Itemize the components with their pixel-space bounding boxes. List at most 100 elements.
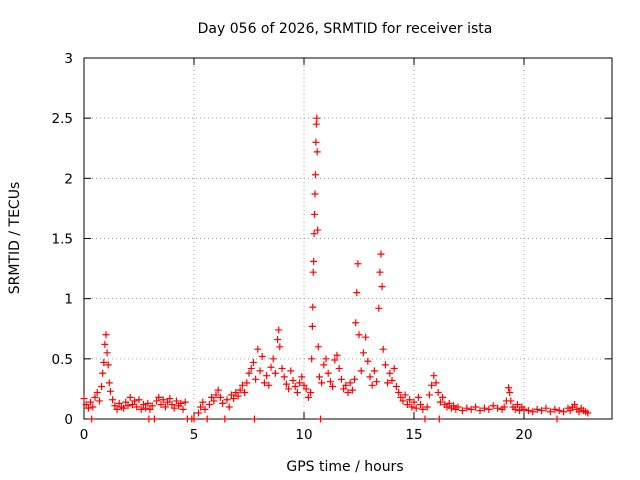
data-point [428,381,436,389]
data-point [205,401,213,409]
data-points [80,114,592,423]
data-point [313,114,321,122]
data-point [315,373,323,381]
data-point [168,401,176,409]
data-point [542,404,550,412]
data-point [304,393,312,401]
data-point [142,404,150,412]
data-point [333,351,341,359]
data-point [406,396,414,404]
data-point [412,404,420,412]
data-point [309,268,317,276]
data-point [472,403,480,411]
data-point [337,375,345,383]
y-tick-label: 1 [64,292,73,308]
data-point [82,401,90,409]
data-point [201,405,209,413]
data-point [170,404,178,412]
data-point [435,415,443,423]
data-point [359,349,367,357]
data-point [439,393,447,401]
data-point [553,415,561,423]
data-point [148,402,156,410]
data-point [312,138,320,146]
data-point [87,398,95,406]
data-point [566,407,574,415]
data-point [403,401,411,409]
data-point [520,405,528,413]
data-point [313,148,321,156]
data-point [425,391,433,399]
data-point [324,369,332,377]
data-point [312,120,320,128]
data-point [150,415,158,423]
data-point [103,349,111,357]
y-tick-label: 1.5 [52,232,73,248]
data-point [584,409,592,417]
data-point [538,407,546,415]
data-point [102,331,110,339]
data-point [511,405,519,413]
data-point [399,397,407,405]
data-point [214,386,222,394]
x-tick-label: 20 [515,427,532,443]
data-point [364,357,372,365]
x-tick-label: 0 [80,427,89,443]
data-point [137,405,145,413]
data-point [274,336,282,344]
data-point [340,385,348,393]
data-point [309,303,317,311]
data-point [317,415,324,423]
data-point [485,405,493,413]
data-point [476,407,484,415]
data-point [395,389,403,397]
data-point [320,361,328,369]
data-point [375,304,383,312]
data-point [190,415,198,423]
data-point [106,387,114,395]
data-point [101,340,109,348]
data-point [278,364,286,372]
data-point [410,398,418,406]
data-point [113,405,121,413]
data-point [131,397,139,405]
data-point [115,399,123,407]
data-point [348,386,356,394]
data-point [571,401,579,409]
data-point [355,331,363,339]
data-point [346,379,354,387]
data-point [251,415,258,423]
data-point [335,364,343,372]
data-point [307,389,315,397]
data-point [379,345,387,353]
data-point [392,383,400,391]
data-point [463,404,471,412]
data-point [280,373,288,381]
gridlines [84,58,612,419]
x-tick-label: 15 [405,427,422,443]
data-point [104,361,112,369]
data-point [366,373,374,381]
data-point [443,403,451,411]
data-point [155,393,163,401]
data-point [133,403,141,411]
data-point [80,395,88,403]
data-point [177,399,185,407]
data-point [516,407,524,415]
data-point [252,375,260,383]
data-point [386,369,394,377]
data-point [89,403,97,411]
data-point [212,391,220,399]
data-point [179,405,187,413]
data-point [546,408,554,416]
data-point [555,407,563,415]
data-point [254,345,262,353]
data-point [344,389,352,397]
data-point [408,403,416,411]
data-point [221,415,229,423]
data-point [260,379,268,387]
data-point [95,397,103,405]
data-point [314,226,322,234]
data-point [267,363,275,371]
